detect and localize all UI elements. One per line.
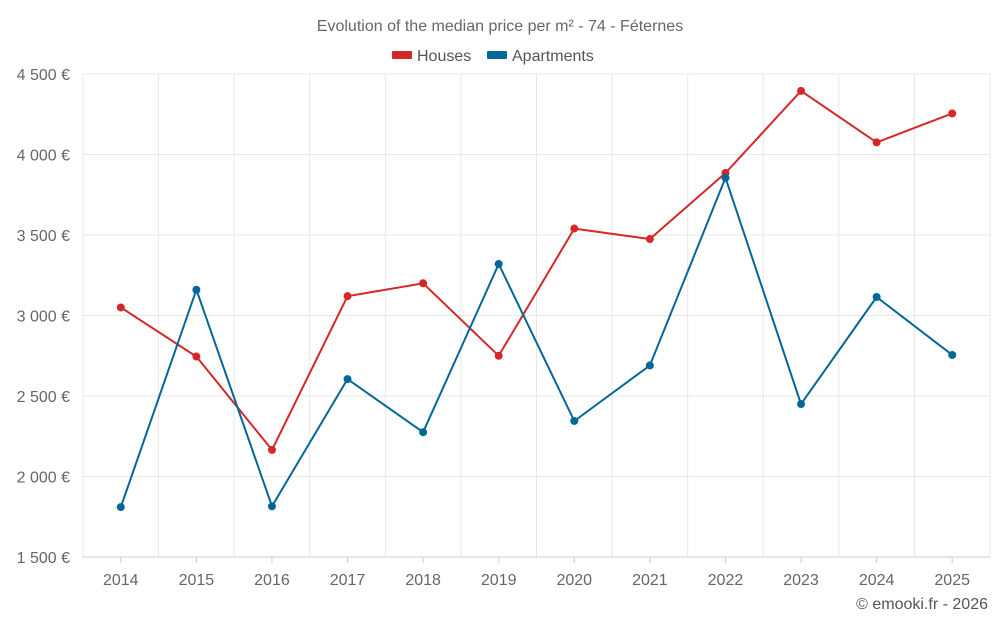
data-point-houses[interactable]: [116, 303, 125, 312]
data-point-apartments[interactable]: [948, 350, 957, 359]
y-tick-label: 4 500 €: [17, 67, 70, 84]
data-point-houses[interactable]: [343, 292, 352, 301]
x-tick-label: 2021: [632, 572, 668, 589]
y-tick-label: 2 500 €: [17, 389, 70, 406]
data-point-houses[interactable]: [948, 109, 957, 118]
data-point-apartments[interactable]: [872, 292, 881, 301]
x-axis: 2014 2015 2016 2017 2018 2019 2020 2021 2022 2023…: [83, 556, 990, 589]
credit-label: © emooki.fr - 2026: [856, 596, 988, 613]
y-tick-label: 4 000 €: [17, 148, 70, 165]
legend-item-apartments[interactable]: Apartments: [487, 48, 594, 65]
x-tick-label: 2014: [103, 572, 139, 589]
data-point-houses[interactable]: [645, 235, 654, 244]
x-tick-label: 2025: [934, 572, 970, 589]
data-point-apartments[interactable]: [721, 173, 730, 182]
data-point-houses[interactable]: [267, 445, 276, 454]
data-point-houses[interactable]: [192, 352, 201, 361]
data-point-houses[interactable]: [872, 138, 881, 147]
x-tick-label: 2017: [330, 572, 366, 589]
y-tick-label: 2 000 €: [17, 470, 70, 487]
legend-item-houses[interactable]: Houses: [392, 48, 471, 65]
chart-title: Evolution of the median price per m² - 7…: [317, 18, 683, 35]
data-point-apartments[interactable]: [343, 375, 352, 384]
data-point-apartments[interactable]: [419, 428, 428, 437]
data-point-houses[interactable]: [797, 86, 806, 95]
y-axis: 1 500 € 2 000 € 2 500 € 3 000 € 3 500 € 4 000…: [17, 67, 70, 567]
data-point-apartments[interactable]: [797, 400, 806, 409]
x-tick-label: 2024: [859, 572, 895, 589]
x-tick-label: 2018: [405, 572, 441, 589]
legend-label-houses: Houses: [417, 48, 471, 65]
y-tick-label: 3 000 €: [17, 309, 70, 326]
legend-swatch-apartments: [487, 51, 507, 59]
grid: [82, 73, 991, 557]
legend-swatch-houses: [392, 51, 412, 59]
data-point-apartments[interactable]: [570, 416, 579, 425]
data-point-apartments[interactable]: [645, 361, 654, 370]
x-tick-label: 2015: [179, 572, 215, 589]
data-point-apartments[interactable]: [494, 259, 503, 268]
series-houses: [116, 86, 957, 454]
data-point-houses[interactable]: [570, 224, 579, 233]
y-tick-label: 3 500 €: [17, 228, 70, 245]
series-line-houses: [120, 89, 953, 451]
x-tick-label: 2016: [254, 572, 290, 589]
data-point-apartments[interactable]: [116, 503, 125, 512]
y-tick-label: 1 500 €: [17, 550, 70, 567]
legend[interactable]: Houses Apartments: [392, 48, 594, 65]
x-tick-label: 2022: [708, 572, 744, 589]
legend-label-apartments: Apartments: [512, 48, 594, 65]
x-tick-label: 2020: [556, 572, 592, 589]
data-point-houses[interactable]: [419, 279, 428, 288]
series-apartments: [116, 173, 957, 512]
x-tick-label: 2019: [481, 572, 517, 589]
series-line-apartments: [119, 176, 953, 508]
data-point-houses[interactable]: [494, 351, 503, 360]
x-tick-label: 2023: [783, 572, 819, 589]
data-point-apartments[interactable]: [192, 285, 201, 294]
data-point-apartments[interactable]: [267, 502, 276, 511]
series-layer: [116, 86, 957, 512]
